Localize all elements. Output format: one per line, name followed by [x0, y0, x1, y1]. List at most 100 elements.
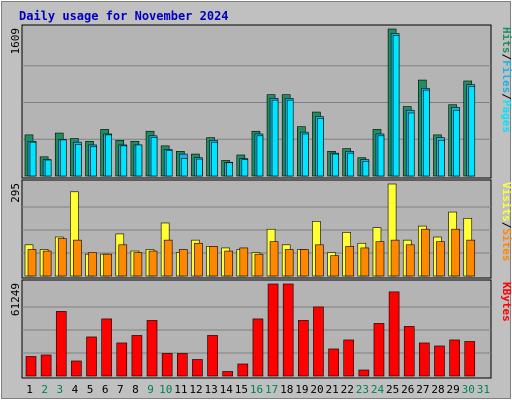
bar-pages — [271, 99, 279, 177]
bar-sites — [345, 246, 355, 277]
x-axis-labels: 1 2 3 4 5 6 7 8 9 10 11 12 13 14 15 16 17 18 19 20 21 22 23 24 2… — [26, 383, 490, 396]
bar-kbytes — [434, 345, 445, 377]
legend-kbytes: KBytes — [500, 282, 512, 322]
bar-sites — [133, 252, 143, 277]
bar-pages — [211, 141, 218, 177]
legend-entry: Files — [500, 60, 512, 93]
x-tick-label: 15 — [235, 383, 248, 396]
bar-sites — [148, 250, 158, 277]
bar-kbytes — [403, 326, 415, 377]
x-tick-label: 22 — [341, 383, 354, 396]
bar-pages — [423, 89, 430, 177]
bar-pages — [392, 35, 400, 177]
bar-pages — [75, 144, 82, 177]
bar-pages — [180, 158, 188, 177]
x-tick-label: 20 — [310, 383, 323, 396]
x-tick-label: 2 — [41, 383, 48, 396]
bar-sites — [118, 244, 128, 277]
x-tick-label: 26 — [401, 383, 414, 396]
bar-kbytes — [313, 306, 324, 377]
bar-sites — [315, 244, 324, 277]
bar-kbytes — [55, 311, 67, 377]
x-tick-label: 21 — [326, 383, 339, 396]
legend-separator: / — [500, 54, 512, 61]
bar-sites — [42, 250, 52, 277]
x-tick-label: 18 — [280, 383, 293, 396]
x-tick-label: 31 — [477, 383, 490, 396]
bar-sites — [269, 241, 279, 277]
legend-entry: Visits — [500, 182, 512, 222]
bar-sites — [239, 247, 249, 277]
bar-pages — [150, 137, 158, 177]
bar-kbytes — [131, 335, 143, 377]
bar-pages — [453, 109, 460, 177]
bar-pages — [302, 133, 309, 177]
bar-pages — [377, 135, 385, 177]
bar-pages — [256, 135, 264, 177]
x-tick-label: 13 — [204, 383, 217, 396]
legend-entry: Sites — [500, 228, 512, 261]
bar-pages — [196, 158, 203, 177]
x-tick-label: 28 — [431, 383, 444, 396]
x-tick-label: 25 — [386, 383, 399, 396]
bar-kbytes — [176, 353, 188, 377]
bar-sites — [194, 242, 203, 277]
x-tick-label: 23 — [356, 383, 369, 396]
bar-pages — [135, 144, 143, 177]
bar-sites — [421, 228, 430, 277]
bar-kbytes — [449, 339, 460, 377]
bar-pages — [120, 145, 128, 177]
x-tick-label: 29 — [447, 383, 460, 396]
bar-pages — [241, 159, 249, 177]
bar-pages — [438, 140, 445, 177]
bar-kbytes — [222, 371, 233, 377]
bar-kbytes — [252, 318, 264, 377]
panel-visits-sites: 295 Visits/Sites — [9, 179, 512, 279]
bar-kbytes — [267, 283, 279, 377]
bar-sites — [73, 239, 82, 277]
legend-visits-sites: Visits/Sites — [500, 182, 512, 262]
bar-kbytes — [237, 363, 249, 377]
bar-sites — [27, 249, 37, 277]
x-tick-label: 1 — [26, 383, 33, 396]
bar-sites — [390, 239, 400, 277]
bar-pages — [407, 112, 415, 177]
bar-kbytes — [161, 353, 173, 377]
x-tick-label: 27 — [416, 383, 429, 396]
bar-sites — [360, 247, 370, 277]
bar-kbytes — [86, 336, 97, 377]
legend-separator: / — [500, 93, 512, 100]
x-tick-label: 11 — [174, 383, 187, 396]
bar-kbytes — [101, 318, 112, 377]
bar-sites — [284, 249, 294, 277]
x-tick-label: 6 — [102, 383, 109, 396]
y-max-label: 61249 — [9, 283, 22, 316]
x-tick-label: 4 — [72, 383, 79, 396]
bar-sites — [103, 253, 112, 277]
x-tick-label: 12 — [189, 383, 202, 396]
bar-kbytes — [192, 359, 203, 377]
bar-kbytes — [298, 320, 309, 377]
bar-pages — [286, 99, 294, 177]
bar-pages — [90, 146, 97, 177]
chart-title: Daily usage for November 2024 — [19, 9, 229, 23]
x-tick-label: 19 — [295, 383, 308, 396]
bar-kbytes — [419, 342, 430, 377]
bar-pages — [105, 134, 112, 177]
bar-kbytes — [71, 360, 82, 377]
bar-kbytes — [388, 291, 400, 377]
legend-entry: KBytes — [500, 282, 512, 322]
x-tick-label: 14 — [220, 383, 234, 396]
bar-sites — [405, 244, 415, 277]
x-tick-label: 30 — [462, 383, 475, 396]
bar-kbytes — [358, 369, 370, 377]
bar-pages — [29, 141, 37, 177]
x-tick-label: 7 — [117, 383, 124, 396]
bar-kbytes — [25, 356, 37, 377]
x-tick-label: 10 — [159, 383, 172, 396]
bar-sites — [436, 241, 445, 277]
bar-sites — [451, 228, 460, 277]
bar-pages — [165, 150, 173, 177]
x-tick-label: 8 — [132, 383, 139, 396]
bar-sites — [466, 239, 476, 277]
